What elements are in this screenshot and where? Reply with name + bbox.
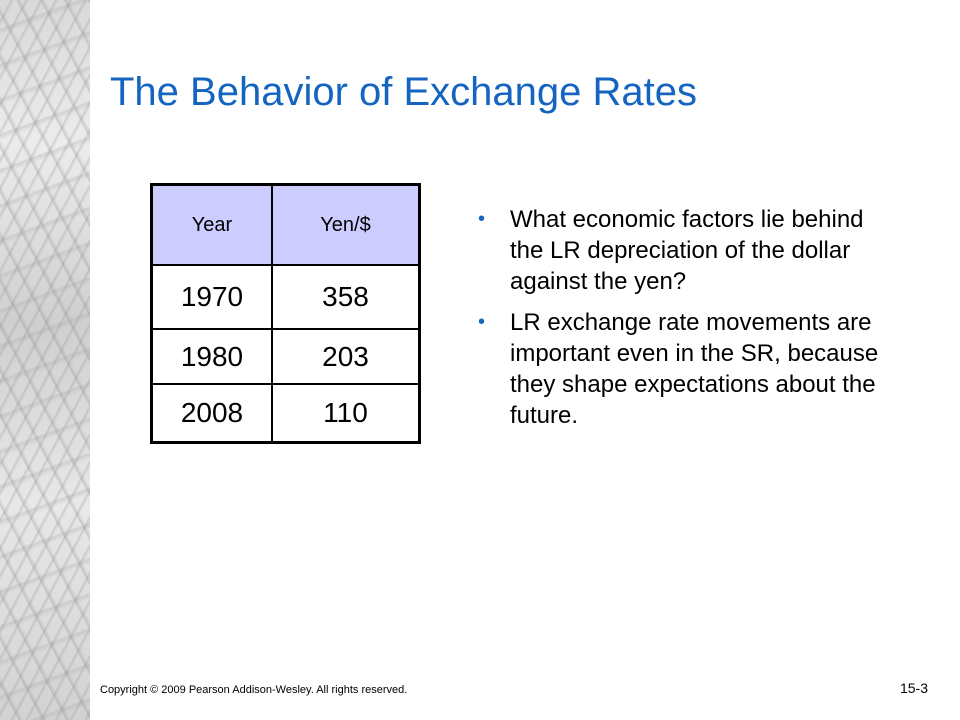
bullet-dot-icon: • [478, 208, 486, 230]
bullet-list: • What economic factors lie behind the L… [478, 204, 898, 441]
bullet-text: LR exchange rate movements are important… [510, 309, 879, 429]
cell-year: 2008 [150, 383, 273, 444]
copyright-notice: Copyright © 2009 Pearson Addison-Wesley.… [100, 684, 408, 696]
cell-rate: 203 [271, 328, 421, 385]
marble-sidebar [0, 0, 90, 720]
bullet-item: • What economic factors lie behind the L… [478, 204, 898, 297]
header-yen-per-dollar: Yen/$ [271, 183, 421, 266]
slide-number: 15-3 [899, 680, 928, 696]
cell-rate: 358 [271, 264, 421, 330]
table-row: 1980 203 [150, 328, 421, 385]
table-header-row: Year Yen/$ [150, 183, 421, 266]
cell-year: 1980 [150, 328, 273, 385]
header-year: Year [150, 183, 273, 266]
bullet-dot-icon: • [478, 311, 486, 333]
slide-title: The Behavior of Exchange Rates [110, 70, 698, 114]
bullet-item: • LR exchange rate movements are importa… [478, 307, 898, 431]
exchange-rate-table: Year Yen/$ 1970 358 1980 203 2008 110 [150, 183, 421, 444]
bullet-text: What economic factors lie behind the LR … [510, 206, 864, 295]
table-row: 1970 358 [150, 264, 421, 330]
table-row: 2008 110 [150, 383, 421, 444]
cell-rate: 110 [271, 383, 421, 444]
cell-year: 1970 [150, 264, 273, 330]
